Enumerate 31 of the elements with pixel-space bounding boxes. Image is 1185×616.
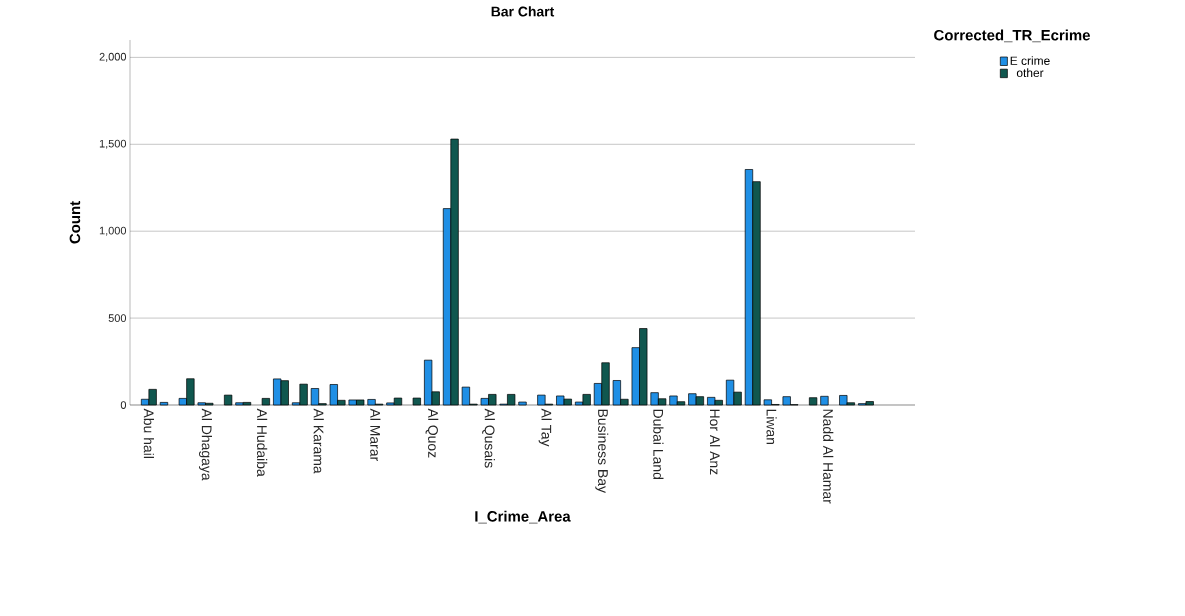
chart-title: Bar Chart	[491, 6, 555, 17]
x-tick-label: Liwan	[766, 409, 777, 445]
x-tick-label: Al Quoz	[425, 408, 439, 458]
bar	[261, 398, 270, 406]
y-tick-label: 0	[120, 401, 127, 409]
legend-label: other	[1016, 68, 1044, 78]
x-tick-label: Business Bay	[595, 409, 609, 493]
x-tick-label: Al Dhagaya	[198, 408, 212, 481]
y-tick-label: 500	[108, 314, 127, 322]
bar	[808, 397, 818, 406]
bar	[518, 401, 527, 406]
legend-label: E crime	[1010, 56, 1050, 65]
x-tick-label: Nadd Al Hamar	[823, 409, 834, 504]
x-tick-label: Al Karama	[313, 408, 324, 474]
x-tick-label: Hor Al Anz	[709, 409, 721, 475]
bar	[820, 395, 829, 406]
x-tick-label: Al Qusais	[482, 408, 495, 468]
x-tick-label: Dubai Land	[653, 409, 664, 479]
x-axis-title: I_Crime_Area	[475, 510, 571, 524]
x-tick-label: Al Marar	[370, 408, 381, 461]
bar	[159, 402, 169, 406]
x-tick-label: Al Hudaiba	[256, 408, 268, 477]
y-tick-label: 1,500	[99, 139, 127, 149]
bar	[224, 394, 233, 406]
y-tick-label: 1,000	[99, 226, 127, 236]
x-tick-label: Abu hail	[143, 408, 154, 458]
y-axis-title: Count	[69, 201, 81, 244]
legend-title: Corrected_TR_Ecrime	[934, 29, 1090, 43]
bar	[412, 397, 421, 406]
y-tick-label: 2,000	[99, 52, 127, 62]
x-tick-label: Al Tay	[538, 408, 552, 447]
